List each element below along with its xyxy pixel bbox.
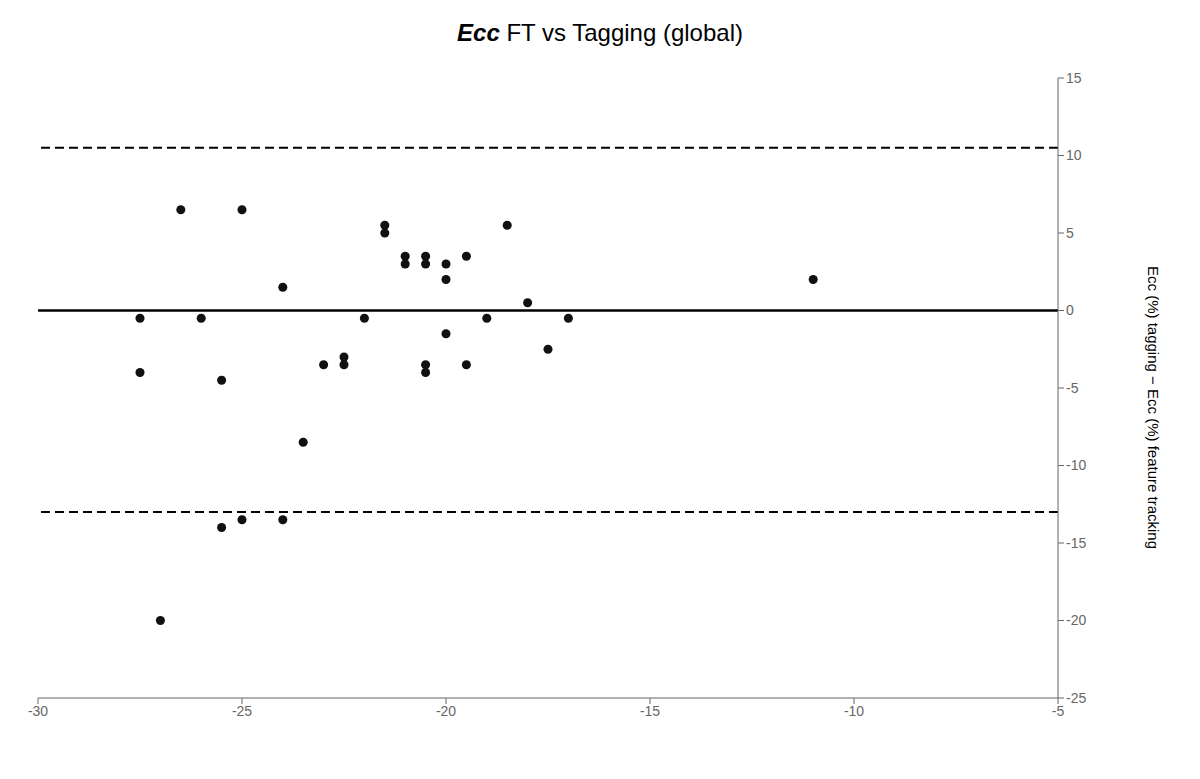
svg-text:15: 15	[1066, 70, 1082, 86]
svg-text:-25: -25	[232, 703, 252, 719]
svg-text:-30: -30	[28, 703, 48, 719]
svg-text:0: 0	[1066, 302, 1074, 318]
svg-text:-5: -5	[1052, 703, 1065, 719]
svg-text:-20: -20	[1066, 612, 1086, 628]
html-text:Ecc (%) tagging − Ecc (%) feat: Ecc (%) tagging − Ecc (%) feature tracki…	[1144, 266, 1162, 550]
svg-text:-25: -25	[1066, 690, 1086, 706]
svg-text:-10: -10	[844, 703, 864, 719]
html-text:Ecc FT vs Tagging (global): Ecc FT vs Tagging (global)	[457, 19, 743, 46]
svg-text:-10: -10	[1066, 457, 1086, 473]
svg-text:10: 10	[1066, 147, 1082, 163]
svg-text:-15: -15	[1066, 535, 1086, 551]
svg-text:-5: -5	[1066, 380, 1079, 396]
svg-text:5: 5	[1066, 225, 1074, 241]
svg-text:-15: -15	[640, 703, 660, 719]
svg-text:-20: -20	[436, 703, 456, 719]
